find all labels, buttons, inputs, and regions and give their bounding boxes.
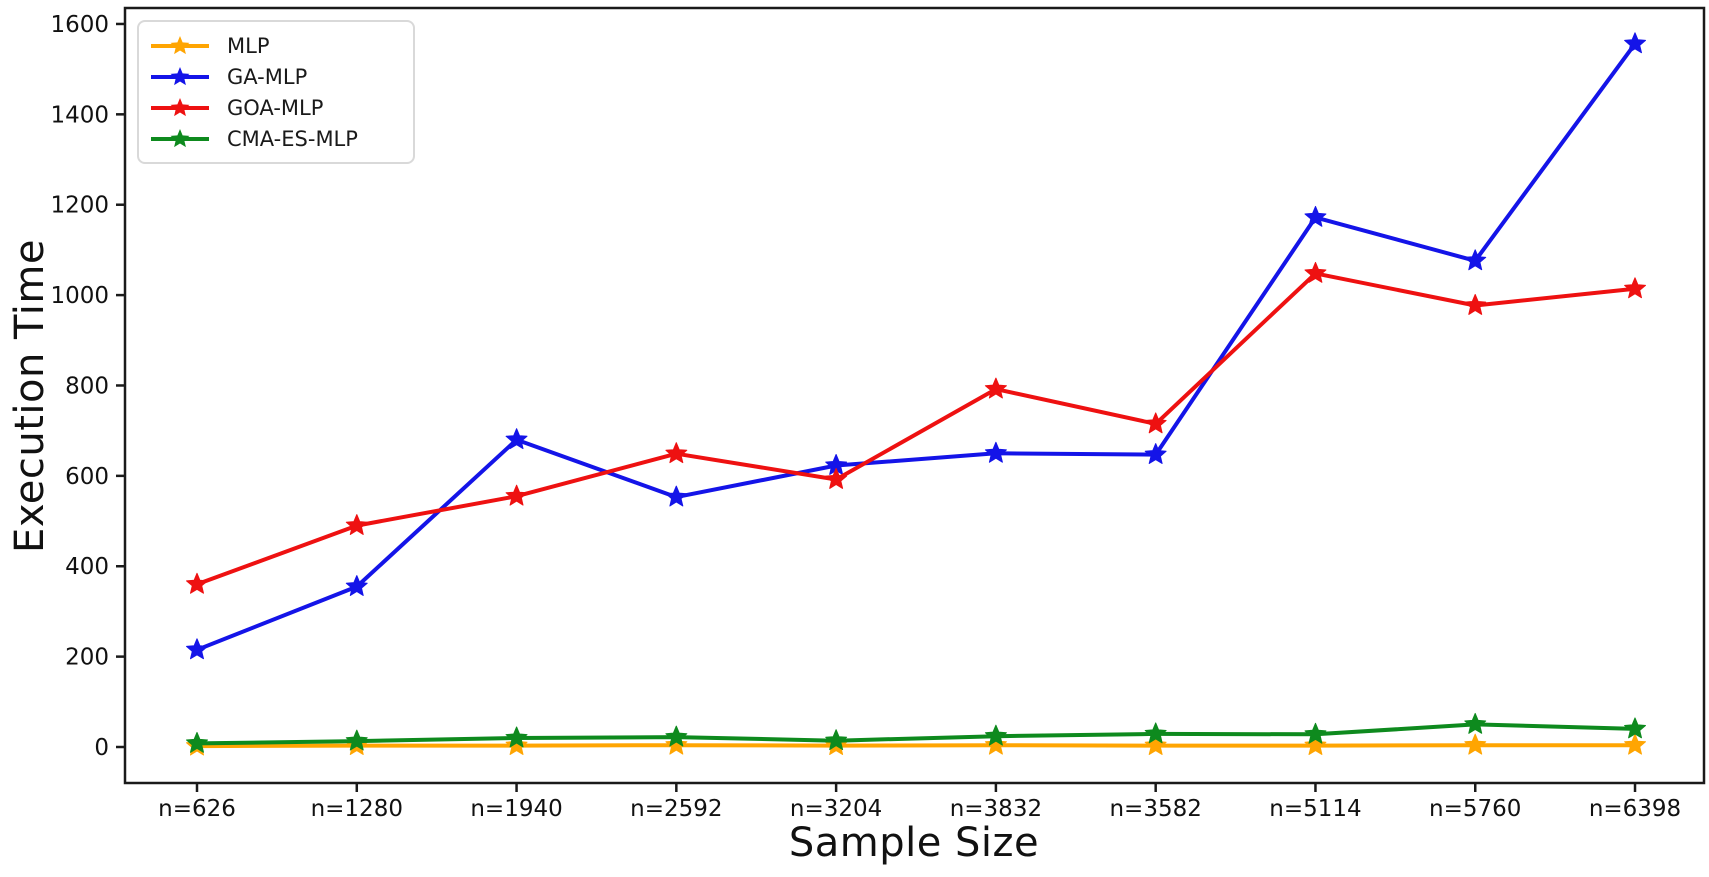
data-point-goa-mlp [984, 377, 1007, 399]
legend-label: GA-MLP [227, 64, 308, 89]
y-tick-label: 800 [65, 373, 109, 399]
data-point-goa-mlp [825, 468, 848, 489]
data-point-cma-es-mlp [1464, 712, 1487, 734]
data-point-goa-mlp [345, 514, 368, 535]
data-point-cma-es-mlp [825, 729, 848, 751]
legend-marker-ga-mlp-icon [151, 66, 209, 85]
y-tick-label: 1400 [50, 102, 109, 128]
series-line-mlp [195, 743, 1637, 749]
legend-label: GOA-MLP [227, 95, 324, 120]
y-axis-title: Execution Time [7, 239, 53, 553]
plot-border [123, 6, 1706, 785]
data-point-mlp [665, 733, 688, 755]
data-point-cma-es-mlp [665, 725, 688, 747]
data-point-ga-mlp [505, 428, 528, 450]
y-tick-label: 1600 [50, 12, 109, 38]
x-tick-label: n=3204 [790, 796, 882, 822]
series-line-cma-es-mlp [195, 722, 1637, 746]
y-tick-label: 400 [65, 554, 109, 580]
data-point-goa-mlp [1624, 277, 1646, 299]
x-tick-label: n=1940 [470, 796, 562, 822]
y-tick-label: 1200 [50, 193, 109, 219]
data-point-mlp [1464, 733, 1487, 755]
data-point-ga-mlp [1464, 249, 1487, 271]
y-tick-label: 200 [65, 645, 109, 671]
legend-label: CMA-ES-MLP [227, 126, 358, 151]
legend: MLP GA-MLP GOA-MLP CMA-ES-MLP [137, 20, 415, 164]
x-tick-label: n=6398 [1589, 796, 1681, 822]
x-tick-label: n=1280 [311, 796, 403, 822]
data-point-goa-mlp [1464, 294, 1487, 315]
data-point-ga-mlp [345, 575, 368, 596]
x-tick-label: n=5760 [1429, 796, 1521, 822]
series-line-goa-mlp [195, 271, 1637, 587]
data-point-ga-mlp [186, 638, 208, 660]
legend-item-mlp: MLP [149, 30, 399, 61]
series-line-ga-mlp [195, 41, 1637, 652]
data-point-mlp [1304, 734, 1327, 755]
data-point-mlp [1624, 733, 1646, 755]
y-tick-label: 1000 [50, 283, 109, 309]
data-point-ga-mlp [984, 441, 1007, 463]
data-point-ga-mlp [665, 485, 688, 507]
data-point-ga-mlp [1624, 32, 1646, 54]
x-tick-label: n=3582 [1109, 796, 1201, 822]
data-point-goa-mlp [186, 572, 208, 594]
legend-item-goa-mlp: GOA-MLP [149, 92, 399, 123]
data-point-goa-mlp [1304, 261, 1327, 283]
data-point-mlp [1144, 734, 1167, 755]
x-tick-label: n=3832 [950, 796, 1042, 822]
legend-marker-cma-es-mlp-icon [151, 128, 209, 147]
y-tick-label: 0 [94, 735, 109, 761]
legend-marker-goa-mlp-icon [151, 97, 209, 116]
legend-item-ga-mlp: GA-MLP [149, 61, 399, 92]
data-point-cma-es-mlp [505, 726, 528, 748]
x-tick-label: n=626 [158, 796, 236, 822]
legend-label: MLP [227, 33, 270, 58]
data-point-cma-es-mlp [1144, 722, 1167, 744]
legend-marker-mlp-icon [151, 35, 209, 54]
legend-item-cma-es-mlp: CMA-ES-MLP [149, 123, 399, 154]
data-point-goa-mlp [665, 442, 688, 464]
y-tick-label: 600 [65, 464, 109, 490]
data-point-mlp [984, 733, 1007, 755]
x-axis-title: Sample Size [788, 820, 1040, 866]
data-point-ga-mlp [1144, 443, 1167, 464]
data-point-ga-mlp [1304, 205, 1327, 227]
x-tick-label: n=2592 [630, 796, 722, 822]
data-point-goa-mlp [505, 484, 528, 506]
data-point-cma-es-mlp [345, 729, 368, 751]
data-point-goa-mlp [1144, 412, 1167, 434]
data-point-mlp [505, 734, 528, 755]
data-point-cma-es-mlp [186, 731, 208, 753]
data-point-cma-es-mlp [1624, 717, 1646, 739]
data-point-cma-es-mlp [984, 724, 1007, 746]
data-point-cma-es-mlp [1304, 722, 1327, 744]
x-tick-label: n=5114 [1269, 796, 1361, 822]
